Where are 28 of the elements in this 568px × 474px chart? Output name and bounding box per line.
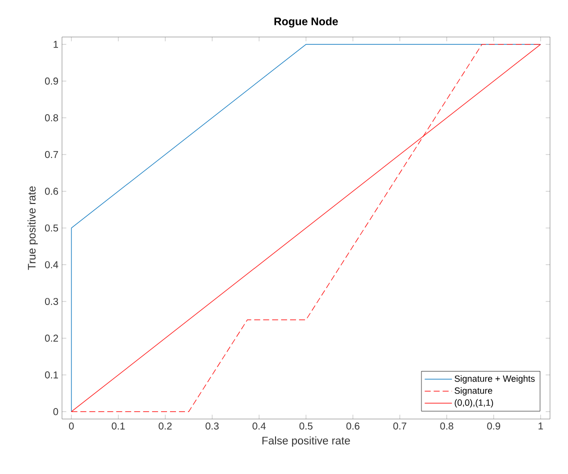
- chart-title: Rogue Node: [274, 17, 338, 28]
- y-tick-label: 0.2: [45, 334, 58, 342]
- y-tick-label: 0.8: [45, 114, 58, 122]
- legend-label: (0,0),(1,1): [454, 399, 494, 408]
- legend-label: Signature: [454, 387, 492, 396]
- legend-label: Signature + Weights: [454, 375, 535, 384]
- x-tick-label: 0: [69, 422, 74, 430]
- y-tick-label: 0.6: [45, 188, 58, 195]
- y-axis-title: True positive rate: [28, 186, 38, 270]
- y-tick-label: 0.7: [45, 151, 58, 158]
- y-tick-label: 0.3: [45, 298, 58, 305]
- y-tick-label: 0.4: [45, 261, 58, 268]
- x-tick-label: 0.5: [299, 422, 313, 430]
- x-tick-label: 0.1: [112, 422, 125, 430]
- y-tick-label: 0.5: [45, 224, 58, 232]
- y-tick-label: 0.1: [45, 371, 58, 378]
- x-tick-label: 0.4: [252, 422, 266, 430]
- x-tick-label: 1: [538, 422, 543, 430]
- y-tick-label: 1: [54, 40, 58, 48]
- y-tick-label: 0.9: [45, 78, 58, 85]
- y-tick-label: 0: [53, 408, 58, 416]
- x-tick-label: 0.7: [393, 422, 406, 430]
- x-tick-label: 0.2: [158, 422, 172, 430]
- x-axis-title: False positive rate: [262, 436, 350, 447]
- x-tick-label: 0.6: [346, 422, 360, 430]
- x-tick-label: 0.3: [206, 422, 219, 430]
- x-tick-label: 0.8: [440, 422, 454, 430]
- x-tick-label: 0.9: [487, 422, 500, 430]
